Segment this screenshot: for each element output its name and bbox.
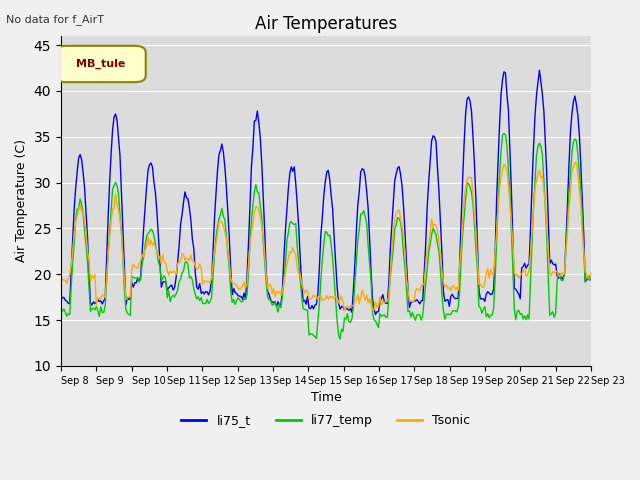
li77_temp (215, 216, 223, 222)
li77_temp (242, 297, 250, 302)
Tsonic (57, 274, 65, 280)
Tsonic (571, 160, 579, 166)
li75_t (57, 298, 65, 303)
Line: li77_temp: li77_temp (61, 133, 591, 339)
Line: Tsonic: Tsonic (61, 163, 591, 311)
Text: MB_tule: MB_tule (76, 59, 125, 69)
FancyBboxPatch shape (56, 46, 146, 82)
li77_temp (336, 336, 344, 342)
Text: No data for f_AirT: No data for f_AirT (6, 14, 104, 25)
li77_temp (561, 271, 568, 277)
li77_temp (289, 221, 296, 227)
Tsonic (588, 269, 595, 275)
Tsonic (242, 285, 250, 290)
Title: Air Temperatures: Air Temperatures (255, 15, 397, 33)
Tsonic (340, 308, 348, 313)
li75_t (536, 68, 543, 73)
Tsonic (559, 272, 567, 277)
li75_t (215, 152, 223, 158)
Line: li75_t: li75_t (61, 71, 591, 314)
Tsonic (289, 245, 296, 251)
li75_t (372, 312, 380, 317)
X-axis label: Time: Time (310, 391, 341, 404)
Legend: li75_t, li77_temp, Tsonic: li75_t, li77_temp, Tsonic (177, 409, 476, 432)
li77_temp (122, 307, 130, 312)
Tsonic (122, 297, 130, 302)
li75_t (561, 270, 568, 276)
li75_t (289, 168, 296, 174)
li75_t (242, 297, 250, 302)
Y-axis label: Air Temperature (C): Air Temperature (C) (15, 140, 28, 263)
li77_temp (588, 272, 595, 277)
li77_temp (500, 131, 508, 136)
Tsonic (215, 219, 223, 225)
li77_temp (57, 309, 65, 314)
Tsonic (233, 283, 241, 288)
li75_t (233, 290, 241, 296)
li75_t (588, 277, 595, 283)
li75_t (122, 302, 130, 308)
li77_temp (233, 298, 241, 304)
